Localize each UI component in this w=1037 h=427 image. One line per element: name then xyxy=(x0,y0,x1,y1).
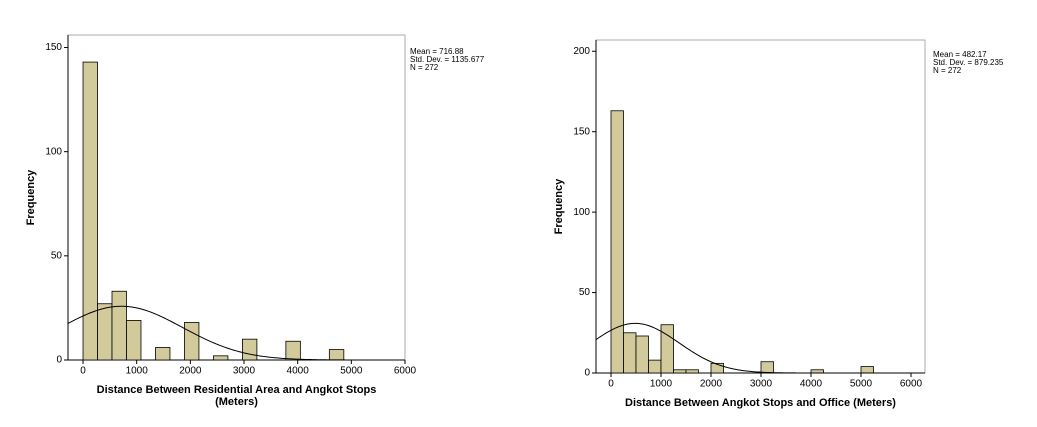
bar xyxy=(648,359,662,374)
x-tick-label: 6000 xyxy=(394,366,417,377)
bar xyxy=(213,355,229,361)
bar xyxy=(126,320,142,361)
stat-annotation: Mean = 716.88 xyxy=(410,47,464,56)
y-tick-label: 0 xyxy=(56,355,62,366)
bar xyxy=(111,290,127,361)
y-tick-label: 0 xyxy=(584,368,590,379)
y-tick-label: 100 xyxy=(45,146,62,157)
y-tick-label: 150 xyxy=(573,126,590,137)
bar xyxy=(635,335,649,374)
x-tick-label: 5000 xyxy=(850,379,873,390)
x-tick-label: 5000 xyxy=(340,366,363,377)
bar xyxy=(610,110,624,374)
bar xyxy=(760,361,774,374)
x-tick-label: 6000 xyxy=(900,379,923,390)
bar xyxy=(155,347,171,361)
bar xyxy=(623,332,637,374)
bar xyxy=(860,366,874,374)
stat-annotation: Std. Dev. = 879.235 xyxy=(933,58,1004,67)
bar xyxy=(82,61,98,361)
x-axis-title: (Meters) xyxy=(215,396,258,408)
x-tick-label: 4000 xyxy=(800,379,823,390)
x-tick-label: 2000 xyxy=(179,366,202,377)
x-axis-title: Distance Between Angkot Stops and Office… xyxy=(625,397,896,409)
bar xyxy=(184,322,200,361)
y-tick-label: 50 xyxy=(579,287,591,298)
x-tick-label: 2000 xyxy=(700,379,723,390)
x-tick-label: 4000 xyxy=(287,366,310,377)
bar xyxy=(685,369,699,374)
bar xyxy=(97,303,113,361)
bar xyxy=(328,349,345,361)
x-tick-label: 3000 xyxy=(233,366,256,377)
x-tick-label: 1000 xyxy=(126,366,149,377)
x-tick-label: 3000 xyxy=(750,379,773,390)
y-tick-label: 200 xyxy=(573,46,590,57)
stat-annotation: Mean = 482.17 xyxy=(933,50,987,59)
x-tick-label: 0 xyxy=(608,379,614,390)
bar xyxy=(710,362,724,374)
stat-annotation: N = 272 xyxy=(933,66,962,75)
plot-area xyxy=(595,39,926,374)
y-tick-label: 50 xyxy=(51,250,63,261)
bar xyxy=(242,338,258,361)
stat-annotation: Std. Dev. = 1135.677 xyxy=(410,55,485,64)
x-tick-label: 0 xyxy=(80,366,86,377)
normal-curve xyxy=(595,322,925,374)
bar xyxy=(285,340,301,361)
bar xyxy=(673,369,687,374)
y-axis-title: Frequency xyxy=(25,169,37,226)
x-tick-label: 1000 xyxy=(650,379,673,390)
normal-curve xyxy=(67,305,405,361)
stat-annotation: N = 272 xyxy=(410,63,439,72)
x-axis-title: Distance Between Residential Area and An… xyxy=(97,384,377,396)
y-axis-title: Frequency xyxy=(553,178,565,235)
y-tick-label: 150 xyxy=(45,42,62,53)
y-tick-label: 100 xyxy=(573,207,590,218)
